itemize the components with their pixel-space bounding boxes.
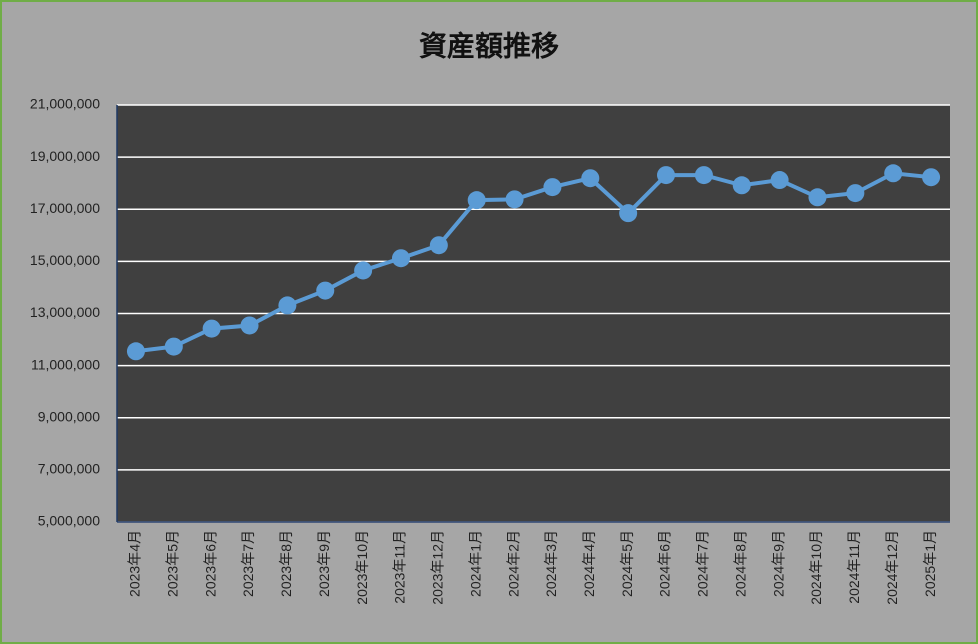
- x-tick-label: 2024年9月: [770, 530, 786, 597]
- marker: [354, 261, 373, 280]
- marker: [391, 249, 410, 268]
- x-tick-label: 2023年4月: [127, 530, 143, 597]
- y-tick-label: 21,000,000: [30, 96, 100, 112]
- x-tick-label: 2024年8月: [732, 530, 748, 597]
- y-tick-label: 9,000,000: [38, 408, 100, 424]
- marker: [732, 176, 751, 195]
- x-tick-label: 2024年2月: [505, 530, 521, 597]
- x-tick-label: 2023年11月: [392, 530, 408, 604]
- x-tick-label: 2023年10月: [354, 530, 370, 605]
- x-tick-label: 2023年12月: [430, 530, 446, 605]
- chart-title: 資産額推移: [419, 29, 559, 61]
- marker: [694, 166, 713, 185]
- marker: [164, 337, 183, 356]
- marker: [808, 188, 827, 207]
- x-tick-label: 2023年8月: [278, 530, 294, 597]
- marker: [581, 169, 600, 188]
- y-tick-label: 13,000,000: [30, 304, 100, 320]
- x-tick-label: 2024年3月: [543, 530, 559, 597]
- marker: [884, 164, 903, 183]
- marker: [278, 296, 297, 315]
- x-tick-label: 2023年6月: [202, 530, 218, 597]
- x-tick-label: 2024年7月: [695, 530, 711, 597]
- y-tick-label: 11,000,000: [31, 356, 100, 372]
- x-tick-label: 2024年1月: [467, 530, 483, 597]
- y-tick-label: 17,000,000: [30, 200, 100, 216]
- x-tick-label: 2024年4月: [581, 530, 597, 597]
- y-tick-label: 15,000,000: [30, 252, 100, 268]
- marker: [126, 342, 145, 361]
- marker: [316, 281, 335, 300]
- marker: [467, 191, 486, 210]
- marker: [505, 190, 524, 209]
- x-tick-label: 2024年11月: [846, 530, 862, 604]
- x-tick-label: 2024年6月: [657, 530, 673, 597]
- x-tick-label: 2024年10月: [808, 530, 824, 605]
- marker: [922, 168, 941, 187]
- y-tick-label: 5,000,000: [38, 513, 100, 529]
- x-tick-label: 2024年12月: [884, 530, 900, 605]
- x-tick-label: 2023年5月: [164, 530, 180, 597]
- marker: [240, 316, 259, 335]
- line: [135, 171, 932, 354]
- marker: [202, 319, 221, 338]
- marker: [543, 178, 562, 197]
- marker: [657, 166, 676, 185]
- marker: [429, 236, 448, 255]
- marker: [619, 204, 638, 223]
- marker: [770, 171, 789, 190]
- marker: [846, 184, 865, 203]
- y-tick-label: 7,000,000: [38, 461, 100, 477]
- y-tick-label: 19,000,000: [30, 148, 100, 164]
- x-tick-label: 2024年5月: [619, 530, 635, 597]
- x-tick-label: 2023年7月: [240, 530, 256, 597]
- x-tick-label: 2025年1月: [922, 530, 938, 597]
- x-tick-label: 2023年9月: [316, 530, 332, 597]
